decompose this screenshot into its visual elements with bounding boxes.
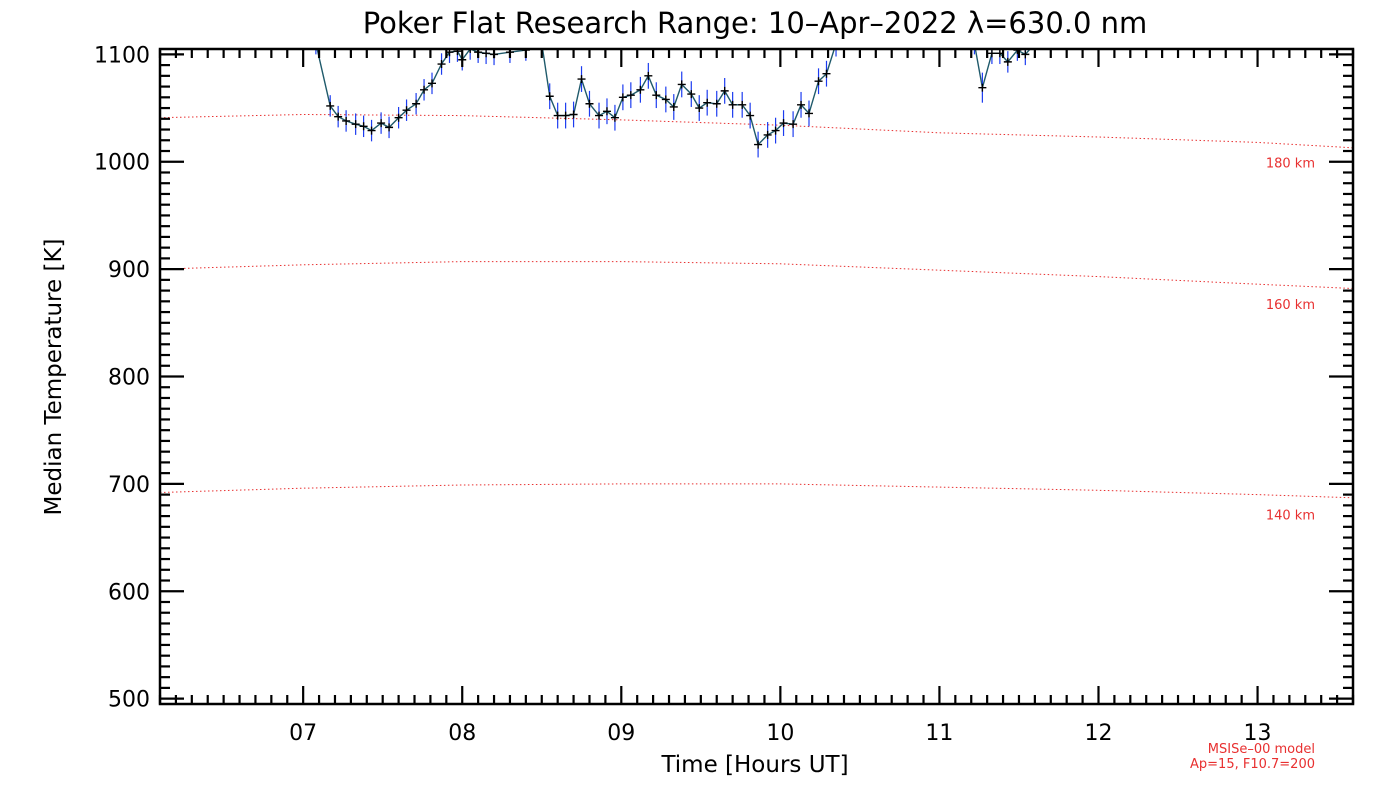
data-point: [545, 92, 554, 101]
data-point: [814, 77, 823, 86]
y-tick-label: 1100: [94, 43, 150, 68]
data-point: [610, 113, 619, 122]
data-point: [367, 126, 376, 135]
x-tick-label: 08: [448, 721, 476, 746]
data-point: [754, 140, 763, 149]
data-series-layer: [283, 40, 1039, 158]
data-point: [437, 60, 446, 69]
data-point: [978, 83, 987, 92]
model-curve: [160, 261, 1353, 289]
data-point: [312, 40, 320, 48]
data-point: [738, 100, 747, 109]
model-curve-label: 180 km: [1266, 156, 1315, 171]
plot-frame: [158, 47, 1355, 706]
data-point: [712, 99, 721, 108]
data-point: [428, 79, 437, 88]
data-point: [561, 111, 570, 120]
data-point: [453, 49, 462, 56]
data-point: [987, 49, 996, 58]
data-point: [602, 107, 611, 116]
data-point: [970, 40, 978, 48]
data-point: [661, 95, 670, 104]
data-point: [822, 69, 831, 78]
data-point: [720, 86, 729, 95]
model-labels-layer: 180 km 160 km 140 km: [1266, 156, 1315, 523]
data-point: [394, 113, 403, 122]
data-point: [553, 111, 562, 120]
data-line: [316, 49, 836, 146]
x-tick-label: 10: [766, 721, 794, 746]
data-point: [669, 102, 678, 111]
x-tick-label: 09: [607, 721, 635, 746]
axis-ticks-layer: 07 08 09 10 11 12 13 500 600 700 800 900 1000 1100: [94, 43, 1355, 746]
data-point: [351, 120, 360, 129]
y-axis-label: Median Temperature [K]: [41, 239, 67, 516]
data-point: [644, 71, 653, 80]
data-point: [402, 106, 411, 115]
data-point: [771, 126, 780, 135]
data-point: [385, 123, 394, 132]
data-point: [466, 49, 475, 53]
data-point: [687, 90, 696, 99]
data-point: [538, 40, 546, 48]
data-point: [703, 98, 712, 107]
x-tick-label: 07: [289, 721, 317, 746]
x-tick-label: 11: [925, 721, 953, 746]
data-point: [804, 109, 813, 118]
data-point: [359, 122, 368, 131]
y-tick-label: 800: [108, 366, 150, 391]
data-point: [677, 80, 686, 89]
data-point: [420, 85, 429, 94]
model-curve: [160, 483, 1353, 499]
data-point: [1021, 50, 1030, 59]
data-point: [618, 93, 627, 102]
data-point: [412, 99, 421, 108]
data-point: [326, 101, 335, 110]
data-point: [482, 49, 491, 58]
data-point: [377, 119, 386, 128]
y-tick-label: 700: [108, 473, 150, 498]
data-point: [779, 119, 788, 128]
y-tick-label: 900: [108, 258, 150, 283]
data-point: [652, 91, 661, 100]
data-point: [577, 75, 586, 84]
model-curve-label: 160 km: [1266, 298, 1315, 313]
data-point: [695, 104, 704, 113]
data-point: [797, 100, 806, 109]
data-point: [334, 112, 343, 121]
data-point: [832, 40, 840, 48]
model-curves-layer: [160, 113, 1353, 499]
model-curve: [160, 113, 1353, 149]
chart-title: Poker Flat Research Range: 10–Apr–2022 λ…: [363, 6, 1148, 40]
data-point: [746, 111, 755, 120]
data-point: [763, 130, 772, 139]
data-point: [283, 40, 291, 48]
data-point: [585, 99, 594, 108]
data-point: [1031, 40, 1039, 48]
model-note-line-2: Ap=15, F10.7=200: [1190, 757, 1315, 772]
y-tick-label: 500: [108, 688, 150, 713]
data-point: [728, 100, 737, 109]
data-point: [595, 111, 604, 120]
data-point: [342, 116, 351, 125]
x-axis-label: Time [Hours UT]: [660, 752, 848, 778]
x-tick-label: 12: [1084, 721, 1112, 746]
data-point: [789, 120, 798, 129]
model-curve-label: 140 km: [1266, 509, 1315, 524]
data-point: [626, 91, 635, 100]
data-point: [636, 85, 645, 94]
y-tick-label: 1000: [94, 151, 150, 176]
data-point: [569, 110, 578, 119]
x-tick-label: 13: [1244, 721, 1272, 746]
data-point: [1003, 57, 1012, 66]
y-tick-label: 600: [108, 580, 150, 605]
model-note-line-1: MSISe–00 model: [1208, 742, 1315, 757]
